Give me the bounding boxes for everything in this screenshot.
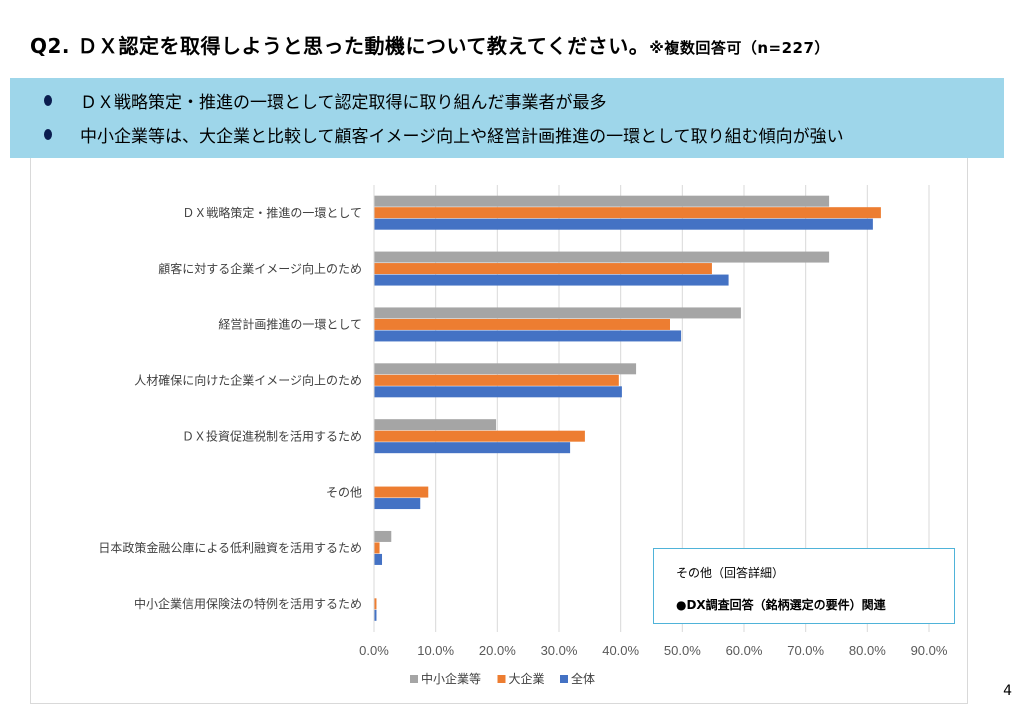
summary-text: 中小企業等は、大企業と比較して顧客イメージ向上や経営計画推進の一環として取り組む… [80,127,844,147]
bar-2 [374,330,682,342]
summary-text: ＤＸ戦略策定・推進の一環として認定取得に取り組んだ事業者が最多 [80,93,607,113]
legend-label: 中小企業等 [421,671,481,686]
category-label: 経営計画推進の一環として [218,317,362,332]
bar-2 [374,274,729,286]
page-number: 4 [1003,683,1012,699]
bar-0 [374,419,497,431]
bar-1 [374,542,380,554]
page-title: Q2. ＤＸ認定を取得しようと思った動機について教えてください。※複数回答可（n… [30,30,830,59]
bar-1 [374,374,619,386]
x-tick-label: 10.0% [417,643,454,658]
bar-0 [374,530,392,542]
bar-1 [374,318,670,330]
bar-1 [374,207,881,219]
bar-2 [374,442,571,454]
bar-1 [374,598,377,610]
x-tick-label: 20.0% [479,643,516,658]
bar-0 [374,363,637,375]
summary-bullet: ＤＸ戦略策定・推進の一環として認定取得に取り組んだ事業者が最多 [44,88,607,113]
category-label: 中小企業信用保険法の特例を活用するため [134,596,362,611]
bar-1 [374,430,585,442]
x-tick-label: 30.0% [541,643,578,658]
category-label: その他 [326,485,362,499]
bar-2 [374,498,421,510]
x-tick-label: 50.0% [664,643,701,658]
category-label: ＤＸ投資促進税制を活用するため [182,428,362,443]
bar-2 [374,218,873,230]
x-tick-label: 0.0% [359,643,389,658]
bar-2 [374,553,383,565]
x-tick-label: 90.0% [911,643,948,658]
bar-2 [374,609,377,621]
bar-1 [374,486,429,498]
legend-swatch [410,675,418,683]
bullet-icon [44,95,52,106]
legend-label: 全体 [571,671,595,686]
x-tick-label: 70.0% [787,643,824,658]
x-tick-label: 60.0% [726,643,763,658]
legend-swatch [497,675,506,683]
category-label: 日本政策金融公庫による低利融資を活用するため [98,540,362,555]
legend-swatch [560,675,568,683]
bullet-icon [44,129,52,140]
category-label: 人材確保に向けた企業イメージ向上のため [134,373,362,388]
bar-2 [374,386,622,398]
x-tick-label: 40.0% [602,643,639,658]
callout-heading: その他（回答詳細） [676,566,785,580]
bar-1 [374,263,712,275]
bar-0 [374,251,830,263]
question-note: ※複数回答可（n=227） [649,39,830,57]
summary-bullet: 中小企業等は、大企業と比較して顧客イメージ向上や経営計画推進の一環として取り組む… [44,122,844,147]
legend-label: 大企業 [509,671,545,686]
summary-box: ＤＸ戦略策定・推進の一環として認定取得に取り組んだ事業者が最多 中小企業等は、大… [10,78,1004,158]
callout-item: ●DX調査回答（銘柄選定の要件）関連 [676,598,886,612]
bar-0 [374,307,741,319]
other-details-callout: その他（回答詳細） ●DX調査回答（銘柄選定の要件）関連 [653,548,955,624]
x-tick-label: 80.0% [849,643,886,658]
category-label: 顧客に対する企業イメージ向上のため [158,261,362,276]
bar-0 [374,195,830,207]
category-label: ＤＸ戦略策定・推進の一環として [182,205,362,220]
question-title: Q2. ＤＸ認定を取得しようと思った動機について教えてください。 [30,34,650,58]
